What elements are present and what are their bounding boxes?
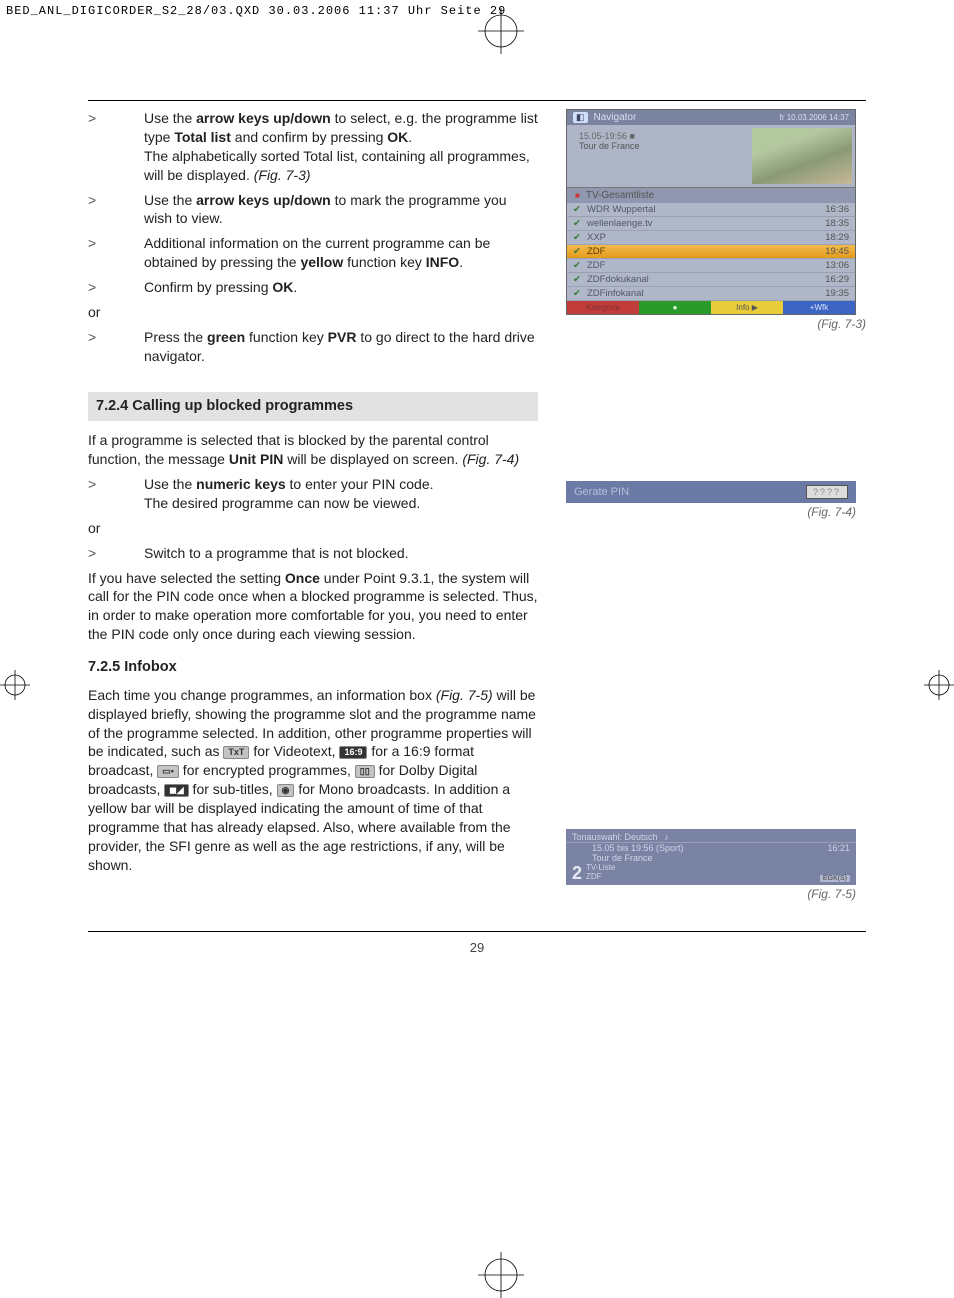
channel-name: ZDF <box>586 872 602 881</box>
bullet-marker: > <box>88 328 144 366</box>
color-key-footer: Kategorie ● Info ▶ +Wfk <box>567 301 855 314</box>
clock-time: 16:21 <box>827 843 850 853</box>
bullet-marker: > <box>88 234 144 272</box>
format-169-icon: 16:9 <box>339 746 367 759</box>
bullet-marker: > <box>88 475 144 513</box>
or-label: or <box>88 519 538 538</box>
channel-list-row: ✔WDR Wuppertal16:36 <box>567 203 855 217</box>
videotext-icon: TxT <box>223 746 249 759</box>
preview-thumbnail <box>752 128 852 184</box>
channel-list-row: ✔ZDFdokukanal16:29 <box>567 273 855 287</box>
paragraph: If you have selected the setting Once un… <box>88 569 538 645</box>
list-item: > Use the arrow keys up/down to select, … <box>88 109 538 185</box>
section-heading-724: 7.2.4 Calling up blocked programmes <box>88 392 538 422</box>
list-item: > Use the numeric keys to enter your PIN… <box>88 475 538 513</box>
horizontal-rule <box>88 100 866 101</box>
nav-title: Navigator <box>594 112 637 123</box>
main-text-column: > Use the arrow keys up/down to select, … <box>88 109 538 901</box>
bullet-marker: > <box>88 191 144 229</box>
nav-datetime: fr 10.03.2006 14:37 <box>780 113 849 122</box>
figures-column: ◧ Navigator fr 10.03.2006 14:37 15.05-19… <box>566 109 866 901</box>
programme-time-range: 15.05-19:56 ■ <box>579 131 737 141</box>
figure-7-5: Tonauswahl: Deutsch ♪ 15.05 bis 19:56 (S… <box>566 829 856 885</box>
window-icon: ◧ <box>573 112 588 123</box>
section-heading-725: 7.2.5 Infobox <box>88 658 538 678</box>
list-item: > Additional information on the current … <box>88 234 538 272</box>
figure-7-3: ◧ Navigator fr 10.03.2006 14:37 15.05-19… <box>566 109 856 315</box>
list-item: > Press the green function key PVR to go… <box>88 328 538 366</box>
sound-icon: ♪ <box>664 832 669 842</box>
pin-input-display: ???? <box>806 485 848 499</box>
channel-list-row: ✔ZDFinfokanal19:35 <box>567 287 855 301</box>
paragraph: If a programme is selected that is block… <box>88 431 538 469</box>
pin-label: Gerate PIN <box>574 486 629 498</box>
channel-list-row: ✔ZDF19:45 <box>567 245 855 259</box>
bullet-marker: > <box>88 544 144 563</box>
list-label: TV-Liste <box>586 863 615 872</box>
channel-list-row: ✔wellenlaenge.tv18:35 <box>567 217 855 231</box>
programme-name: Tour de France <box>592 853 827 863</box>
or-label: or <box>88 303 538 322</box>
bullet-marker: > <box>88 109 144 185</box>
infobox-icons: EGK(S) <box>820 875 850 882</box>
mono-icon: ◉ <box>277 784 295 797</box>
category-label: TV-Gesamtliste <box>567 187 855 203</box>
list-item: > Confirm by pressing OK. <box>88 278 538 297</box>
audio-language-label: Tonauswahl: Deutsch <box>572 832 658 842</box>
figure-7-4: Gerate PIN ???? <box>566 481 856 503</box>
list-item: > Use the arrow keys up/down to mark the… <box>88 191 538 229</box>
figure-caption: (Fig. 7-4) <box>566 505 856 519</box>
subtitles-icon: ◼◢ <box>164 784 188 797</box>
bullet-marker: > <box>88 278 144 297</box>
encrypted-icon: ▭• <box>157 765 179 778</box>
horizontal-rule <box>88 931 866 932</box>
dolby-digital-icon: ▯▯ <box>355 765 375 778</box>
channel-number: 2 <box>572 864 582 882</box>
list-item: > Switch to a programme that is not bloc… <box>88 544 538 563</box>
figure-caption: (Fig. 7-5) <box>566 887 856 901</box>
programme-time-line: 15.05 bis 19:56 (Sport) <box>592 843 827 853</box>
figure-caption: (Fig. 7-3) <box>566 317 866 331</box>
registration-mark-bottom-icon <box>478 1252 524 1298</box>
channel-list-row: ✔XXP18:29 <box>567 231 855 245</box>
paragraph: Each time you change programmes, an info… <box>88 686 538 875</box>
channel-list-row: ✔ZDF13:06 <box>567 259 855 273</box>
programme-title: Tour de France <box>579 141 737 151</box>
page-number: 29 <box>88 940 866 955</box>
